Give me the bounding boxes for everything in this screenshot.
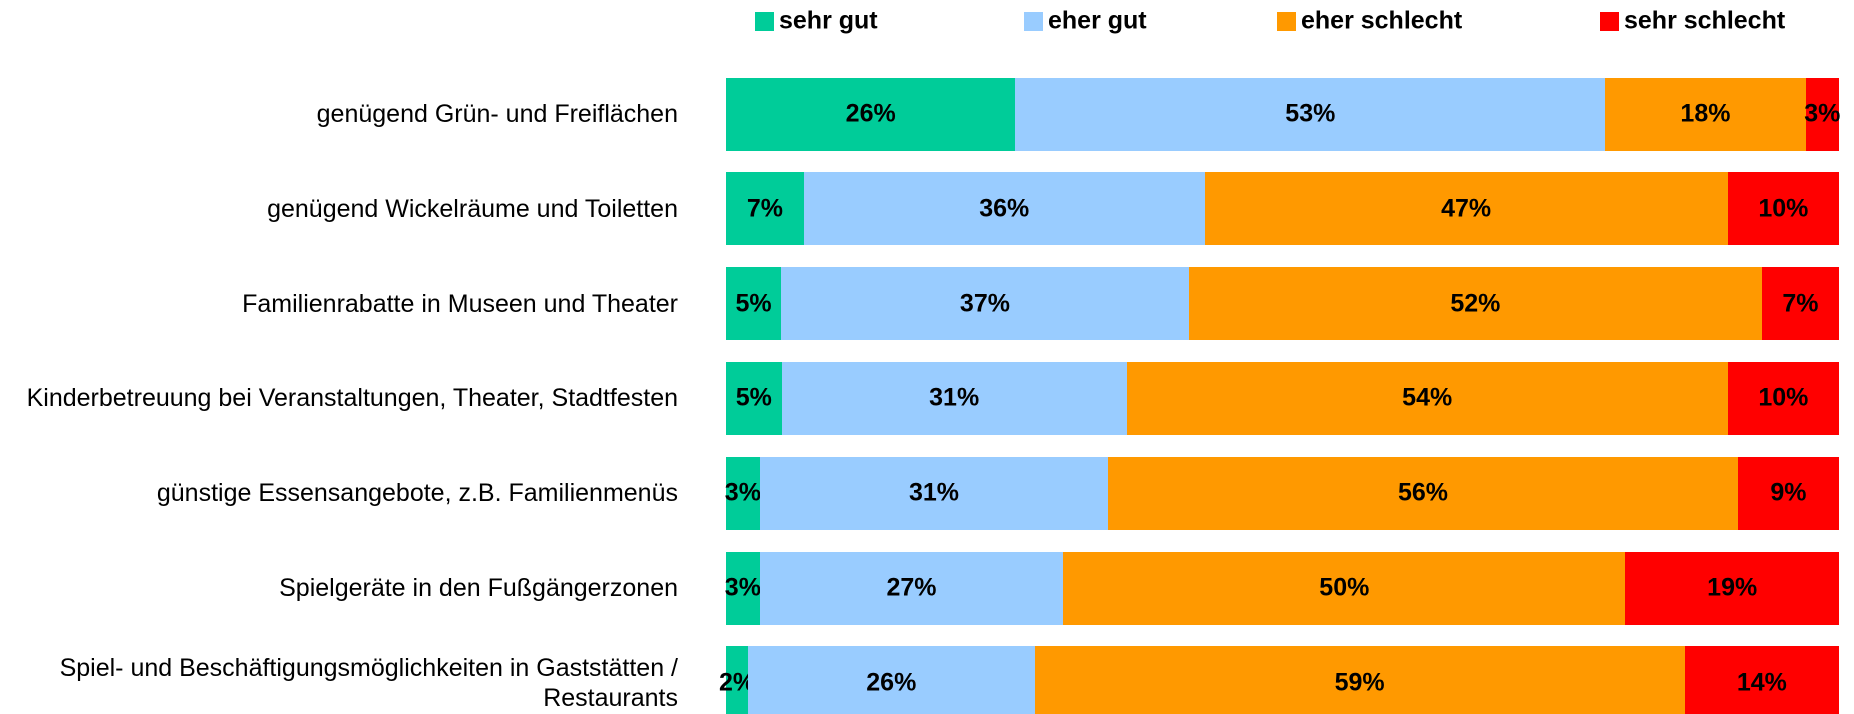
bar-segment	[1063, 551, 1626, 625]
data-label: 7%	[746, 194, 784, 223]
data-label: 26%	[866, 668, 917, 697]
bar-segment	[726, 456, 760, 530]
data-label: 53%	[1285, 99, 1336, 128]
category-label: Spiel- und Beschäftigungsmöglichkeiten i…	[59, 653, 678, 712]
data-label: 7%	[1782, 289, 1819, 318]
bar-segment	[1015, 77, 1606, 151]
bar-segment	[726, 77, 1016, 151]
bar-segment	[1684, 646, 1839, 714]
bar-segment	[1108, 456, 1738, 530]
data-label: 10%	[1758, 194, 1809, 223]
data-label: 3%	[724, 478, 761, 507]
bar-segment	[1605, 77, 1806, 151]
legend-swatch	[1024, 12, 1043, 31]
bar-segment	[1034, 646, 1685, 714]
bar-segment	[726, 267, 782, 341]
bar-segment	[1761, 267, 1839, 341]
bar-segment	[1188, 267, 1762, 341]
data-label: 59%	[1334, 668, 1385, 697]
data-label: 54%	[1402, 383, 1453, 412]
data-label: 52%	[1450, 289, 1501, 318]
data-label: 5%	[735, 289, 772, 318]
data-label: 26%	[845, 99, 896, 128]
legend-swatch	[1600, 12, 1619, 31]
data-label: 50%	[1319, 573, 1370, 602]
bar-segment	[781, 267, 1189, 341]
bar-segment	[1727, 361, 1839, 435]
bar-segment	[726, 172, 804, 246]
legend-label: eher schlecht	[1301, 6, 1463, 35]
category-label: günstige Essensangebote, z.B. Familienme…	[156, 479, 678, 508]
data-label: 18%	[1680, 99, 1731, 128]
legend-swatch	[755, 12, 774, 31]
bar-segment	[726, 551, 760, 625]
data-label: 27%	[886, 573, 937, 602]
bar-segment	[759, 456, 1109, 530]
bar-segment	[748, 646, 1035, 714]
bar-segment	[1625, 551, 1839, 625]
data-label: 31%	[908, 478, 960, 507]
data-label: 19%	[1707, 573, 1758, 602]
data-label: 3%	[724, 573, 761, 602]
data-label: 37%	[959, 289, 1010, 318]
data-label: 3%	[1804, 99, 1841, 128]
data-label: 5%	[735, 383, 772, 412]
bar-segment	[1727, 172, 1839, 246]
category-label: Familienrabatte in Museen und Theater	[242, 289, 678, 318]
data-label: 14%	[1736, 668, 1787, 697]
data-label: 47%	[1441, 194, 1492, 223]
data-label: 10%	[1758, 383, 1809, 412]
data-label: 31%	[929, 383, 980, 412]
category-label: Spielgeräte in den Fußgängerzonen	[279, 574, 678, 602]
bar-segment	[726, 361, 782, 435]
legend-label: sehr gut	[779, 6, 878, 35]
bar-segment	[1126, 361, 1728, 435]
bar-segment	[726, 646, 749, 714]
category-label: Kinderbetreuung bei Veranstaltungen, The…	[26, 384, 678, 413]
legend-label: eher gut	[1048, 6, 1147, 35]
bar-segment	[803, 172, 1205, 246]
legend-label: sehr schlecht	[1624, 6, 1786, 35]
data-label: 56%	[1397, 478, 1449, 507]
bar-segment	[1805, 77, 1839, 151]
legend-swatch	[1277, 12, 1296, 31]
data-label: 9%	[1770, 478, 1807, 507]
category-label: genügend Grün- und Freiflächen	[316, 100, 678, 128]
category-label: genügend Wickelräume und Toiletten	[267, 194, 678, 223]
bar-segment	[759, 551, 1064, 625]
bar-segment	[1737, 456, 1839, 530]
bar-segment	[1204, 172, 1728, 246]
bar-segment	[781, 361, 1127, 435]
data-label: 36%	[979, 194, 1030, 223]
